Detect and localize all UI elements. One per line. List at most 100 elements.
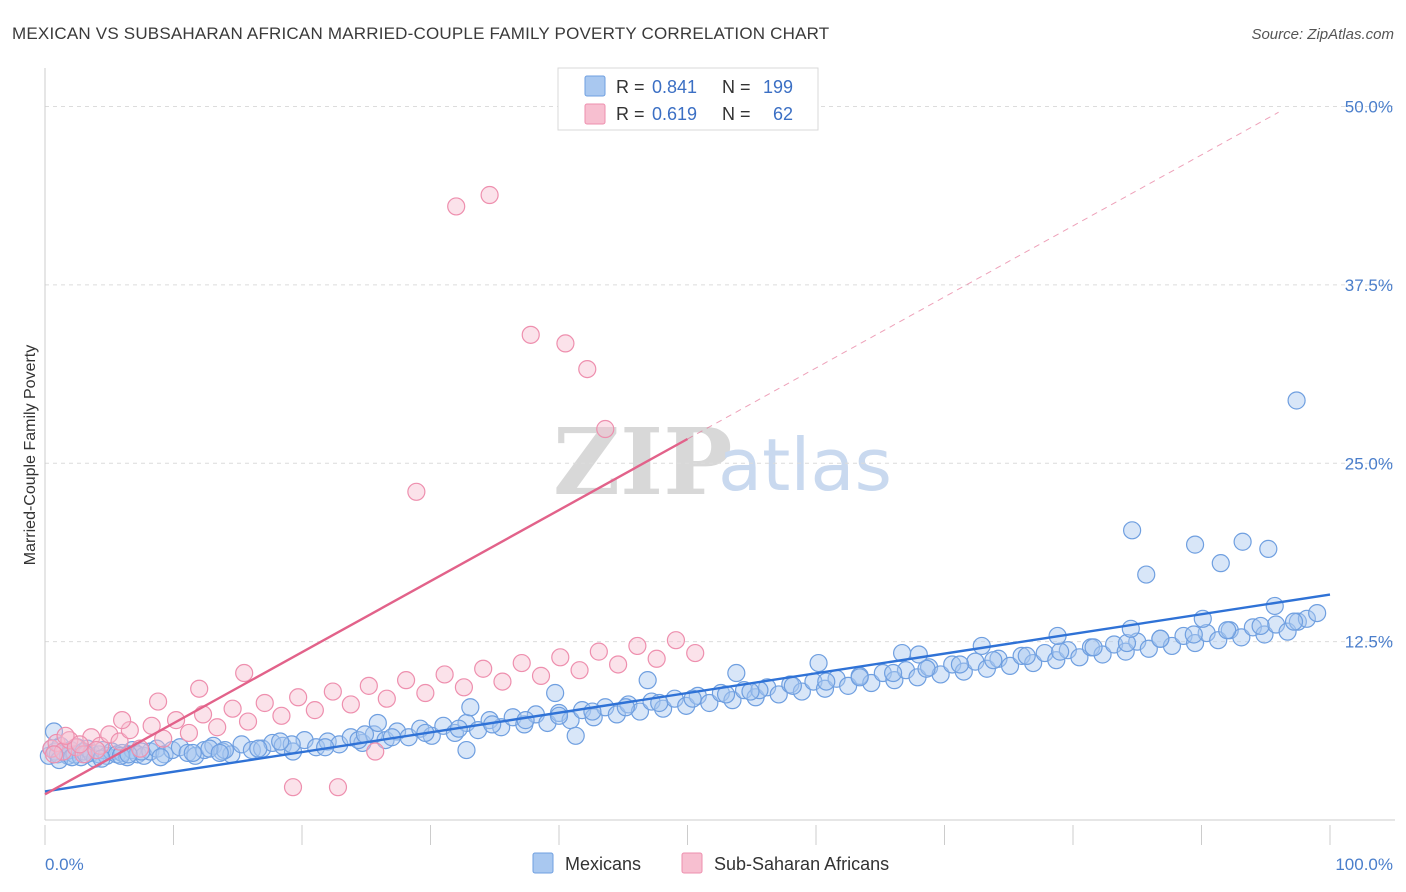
mexicans-point-192: [1259, 539, 1278, 558]
subsaharan-point-50: [190, 679, 209, 698]
subsaharan-point-48: [112, 711, 132, 730]
legend-n-label-1: N =: [722, 77, 751, 97]
subsaharan-point-61: [596, 419, 615, 439]
correlation-legend: R = 0.841 N = 199 R = 0.619 N = 62: [557, 67, 819, 131]
mexicans-point-125: [1255, 625, 1274, 644]
mexicans-point-153: [683, 689, 702, 708]
mexicans-point-71: [630, 702, 650, 721]
legend-r-label-1: R =: [616, 77, 645, 97]
mexicans-point-124: [1243, 618, 1263, 637]
y-tick-label-0: 12.5%: [1345, 633, 1393, 652]
subsaharan-point-49: [148, 692, 168, 711]
mexicans-point-140: [249, 739, 268, 758]
subsaharan-point-54: [366, 742, 385, 761]
mexicans-trend-line: [44, 593, 1331, 793]
mexicans-point-174: [200, 739, 219, 758]
mexicans-point-106: [1035, 643, 1054, 663]
mexicans-point-104: [1012, 646, 1031, 666]
mexicans-point-193: [1287, 391, 1306, 410]
mexicans-point-98: [943, 655, 962, 674]
subsaharan-point-25: [341, 695, 360, 714]
subsaharan-point-28: [396, 671, 416, 690]
subsaharan-point-19: [238, 712, 258, 731]
subsaharan-point-17: [208, 718, 227, 737]
mexicans-point-107: [1047, 651, 1066, 670]
subsaharan-point-56: [447, 197, 466, 216]
legend-r-label-2: R =: [616, 104, 645, 124]
mexicans-point-126: [1266, 615, 1286, 634]
x-tick-label-0: 0.0%: [45, 855, 84, 874]
mexicans-point-180: [727, 663, 746, 683]
mexicans-point-179: [638, 671, 657, 690]
mexicans-point-171: [1284, 612, 1304, 631]
x-tick-label-1: 100.0%: [1335, 855, 1393, 874]
mexicans-point-166: [1117, 633, 1137, 653]
mexicans-point-181: [809, 653, 828, 673]
subsaharan-point-43: [686, 643, 705, 663]
mexicans-point-148: [516, 711, 535, 730]
mexicans-point-117: [1162, 636, 1182, 656]
subsaharan-point-29: [416, 683, 435, 703]
subsaharan-point-15: [179, 723, 199, 743]
watermark-atlas: atlas: [718, 423, 892, 507]
y-tick-labels: 12.5% 25.0% 37.5% 50.0%: [1345, 98, 1393, 652]
mexicans-point-67: [584, 708, 603, 727]
subsaharan-point-44: [44, 745, 64, 764]
mexicans-point-115: [1139, 639, 1158, 658]
mexicans-point-161: [950, 655, 970, 674]
axes: [44, 68, 1395, 845]
mexicans-point-156: [783, 676, 802, 695]
legend-r-value-1: 0.841: [652, 77, 697, 97]
subsaharan-point-60: [578, 359, 597, 379]
mexicans-point-191: [1185, 535, 1205, 554]
subsaharan-point-51: [235, 663, 254, 683]
subsaharan-point-39: [609, 655, 628, 674]
mexicans-point-190: [1137, 565, 1156, 584]
subsaharan-point-27: [377, 689, 396, 708]
subsaharan-point-55: [407, 482, 426, 501]
subsaharan-point-33: [493, 672, 512, 691]
mexicans-point-194: [1123, 521, 1142, 540]
mexicans-point-108: [1058, 641, 1077, 660]
mexicans-point-163: [1017, 646, 1036, 666]
mexicans-point-93: [885, 671, 904, 690]
mexicans-point-105: [1024, 653, 1043, 673]
mexicans-point-175: [271, 732, 290, 751]
subsaharan-point-26: [359, 676, 378, 695]
mexicans-point-158: [850, 668, 869, 687]
mexicans-point-130: [1308, 603, 1327, 623]
subsaharan-point-30: [435, 665, 454, 684]
chart-title: MEXICAN VS SUBSAHARAN AFRICAN MARRIED-CO…: [12, 24, 829, 43]
subsaharan-point-58: [521, 325, 540, 344]
mexicans-point-165: [1084, 638, 1103, 657]
legend-n-label-2: N =: [722, 104, 751, 124]
series-mexicans-points: [39, 391, 1327, 770]
mexicans-point-91: [862, 673, 881, 693]
bottom-legend-swatch-mexicans: [532, 852, 554, 874]
y-tick-label-2: 37.5%: [1345, 276, 1393, 295]
subsaharan-point-22: [289, 688, 308, 707]
mexicans-point-87: [815, 679, 835, 698]
subsaharan-point-46: [70, 735, 89, 754]
legend-swatch-mexicans: [584, 75, 606, 97]
mexicans-point-137: [151, 748, 170, 767]
subsaharan-point-37: [570, 661, 589, 680]
mexicans-point-103: [1000, 656, 1020, 675]
mexicans-point-187: [1265, 596, 1284, 616]
mexicans-point-121: [1209, 631, 1228, 650]
mexicans-point-188: [741, 682, 760, 701]
grid-lines: [45, 106, 1395, 643]
mexicans-point-77: [700, 693, 719, 713]
subsaharan-point-20: [255, 693, 274, 713]
mexicans-point-177: [461, 698, 480, 717]
subsaharan-trend-extension: [687, 111, 1279, 440]
mexicans-point-164: [1051, 642, 1070, 661]
subsaharan-point-16: [193, 705, 213, 724]
subsaharan-point-35: [531, 666, 551, 685]
mexicans-point-149: [549, 706, 569, 725]
mexicans-point-138: [183, 743, 202, 763]
mexicans-point-176: [368, 713, 387, 733]
subsaharan-point-45: [56, 726, 75, 745]
subsaharan-point-34: [512, 653, 531, 673]
